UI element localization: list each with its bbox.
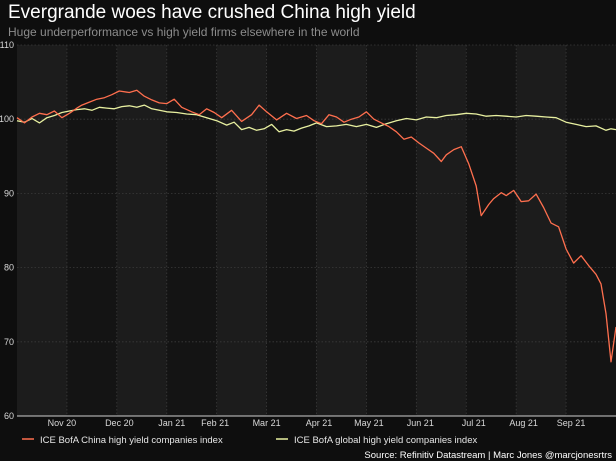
x-tick-label: Nov 20 xyxy=(48,418,77,428)
series-lines xyxy=(16,89,616,363)
y-tick-label: 100 xyxy=(0,114,14,124)
month-band xyxy=(416,45,467,416)
x-tick-label: Dec 20 xyxy=(105,418,134,428)
chart-title: Evergrande woes have crushed China high … xyxy=(8,2,416,23)
x-tick-label: Aug 21 xyxy=(509,418,538,428)
month-band xyxy=(17,45,67,416)
y-tick-label: 70 xyxy=(4,337,14,347)
y-tick-label: 90 xyxy=(4,188,14,198)
legend-label-china: ICE BofA China high yield companies inde… xyxy=(40,435,223,446)
y-tick-label: 60 xyxy=(4,411,14,421)
x-tick-label: Jan 21 xyxy=(158,418,185,428)
legend: ICE BofA China high yield companies inde… xyxy=(22,435,478,446)
series-line-china-hy xyxy=(16,89,616,363)
x-tick-label: Mar 21 xyxy=(253,418,281,428)
series-line-global-hy xyxy=(16,104,616,133)
x-tick-label: May 21 xyxy=(354,418,384,428)
y-tick-label: 110 xyxy=(0,40,14,50)
month-band xyxy=(316,45,367,416)
month-band xyxy=(516,45,567,416)
month-band xyxy=(266,45,317,416)
y-axis-ticks: 60 70 80 90 100 110 xyxy=(0,40,14,421)
legend-label-global: ICE BofA global high yield companies ind… xyxy=(294,435,478,446)
month-band xyxy=(66,45,117,416)
month-band xyxy=(166,45,217,416)
month-band xyxy=(466,45,517,416)
x-tick-label: Feb 21 xyxy=(201,418,229,428)
chart-subtitle: Huge underperformance vs high yield firm… xyxy=(8,25,360,39)
month-band xyxy=(116,45,167,416)
x-axis-ticks: Nov 20 Dec 20 Jan 21 Feb 21 Mar 21 Apr 21 May … xyxy=(48,418,586,428)
plot-area xyxy=(17,45,616,416)
month-band xyxy=(366,45,417,416)
source-note: Source: Refinitiv Datastream | Marc Jone… xyxy=(364,450,612,461)
x-tick-label: Jun 21 xyxy=(407,418,434,428)
y-tick-label: 80 xyxy=(4,263,14,273)
x-tick-label: Jul 21 xyxy=(462,418,486,428)
x-tick-label: Apr 21 xyxy=(306,418,333,428)
month-band xyxy=(216,45,267,416)
month-band xyxy=(566,45,616,416)
grid-lines xyxy=(17,44,616,417)
x-tick-label: Sep 21 xyxy=(557,418,586,428)
